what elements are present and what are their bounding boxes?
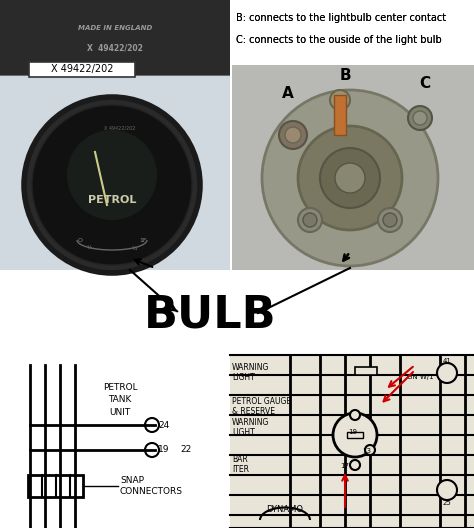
Circle shape [335, 163, 365, 193]
Text: B: connects to the lightbulb center contact: B: connects to the lightbulb center cont… [236, 13, 446, 23]
Text: PETROL GAUGE
& RESERVE
WARNING
LIGHT: PETROL GAUGE & RESERVE WARNING LIGHT [232, 397, 291, 437]
Text: ¼: ¼ [86, 246, 91, 250]
Circle shape [437, 480, 457, 500]
Text: B: connects to the lightbulb center contact: B: connects to the lightbulb center cont… [236, 13, 446, 23]
Text: DYNAMO: DYNAMO [266, 505, 303, 514]
Text: X 49422/202: X 49422/202 [51, 64, 113, 74]
Text: ¾: ¾ [131, 246, 137, 250]
Text: MADE IN ENGLAND: MADE IN ENGLAND [78, 25, 152, 31]
Text: PETROL: PETROL [88, 195, 136, 205]
Text: 22: 22 [180, 446, 191, 455]
Circle shape [330, 90, 350, 110]
Circle shape [67, 130, 157, 220]
Bar [347, 432, 363, 438]
Text: C: connects to the ouside of the light bulb: C: connects to the ouside of the light b… [236, 35, 442, 45]
Text: C: connects to the ouside of the light bulb: C: connects to the ouside of the light b… [236, 35, 442, 45]
Circle shape [303, 213, 317, 227]
Text: PETROL
TANK
UNIT: PETROL TANK UNIT [103, 383, 137, 417]
Text: 25: 25 [443, 500, 451, 506]
Text: GN W/1: GN W/1 [407, 374, 434, 380]
Circle shape [298, 126, 402, 230]
Text: A: A [282, 86, 294, 100]
Bar [232, 0, 474, 270]
Circle shape [408, 106, 432, 130]
Circle shape [365, 445, 375, 455]
Text: BULB: BULB [144, 294, 276, 336]
Circle shape [320, 148, 380, 208]
Circle shape [285, 127, 301, 143]
Bar [28, 475, 83, 497]
Circle shape [262, 90, 438, 266]
Text: X 49422/202: X 49422/202 [104, 126, 136, 130]
Bar [0, 0, 230, 270]
Circle shape [413, 111, 427, 125]
Bar [230, 355, 474, 528]
Text: 19: 19 [158, 446, 170, 455]
Bar [0, 355, 230, 528]
Text: BAR
ITER: BAR ITER [232, 455, 249, 474]
Circle shape [378, 208, 402, 232]
Text: WARNING
LIGHT: WARNING LIGHT [232, 363, 269, 382]
Text: 13: 13 [362, 448, 371, 454]
Bar [334, 95, 346, 135]
Text: SNAP
CONNECTORS: SNAP CONNECTORS [120, 476, 183, 496]
Bar [232, 65, 474, 270]
Text: C: C [419, 77, 430, 91]
Circle shape [279, 121, 307, 149]
Circle shape [298, 208, 322, 232]
Bar [355, 367, 377, 375]
Circle shape [333, 413, 377, 457]
Bar [0, 270, 474, 355]
Circle shape [350, 460, 360, 470]
Bar [0, 76, 230, 270]
FancyBboxPatch shape [29, 61, 136, 77]
Text: 17: 17 [340, 463, 349, 469]
Text: O: O [78, 238, 82, 242]
Text: 19: 19 [348, 429, 357, 435]
Text: 24: 24 [158, 420, 169, 429]
Text: 41: 41 [443, 358, 451, 364]
Bar [0, 0, 230, 75]
Circle shape [383, 213, 397, 227]
Text: 1F: 1F [139, 238, 147, 242]
Text: B: B [339, 69, 351, 83]
Text: X  49422/202: X 49422/202 [87, 43, 143, 52]
Circle shape [32, 105, 192, 265]
Circle shape [24, 97, 200, 273]
Circle shape [437, 363, 457, 383]
Circle shape [350, 410, 360, 420]
Bar [232, 0, 474, 65]
